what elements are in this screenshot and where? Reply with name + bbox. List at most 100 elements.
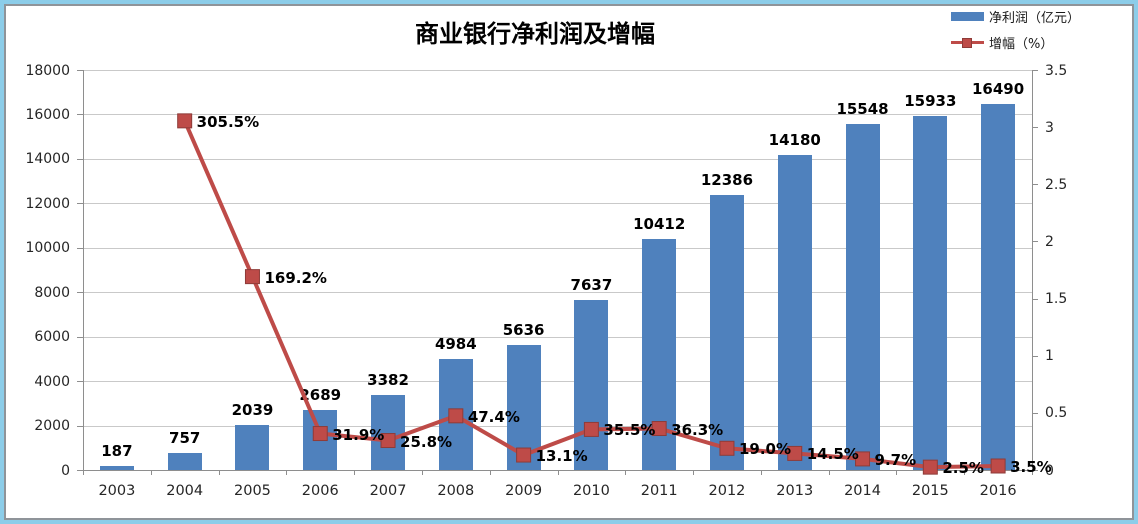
y2-axis-tick xyxy=(1032,355,1038,357)
y2-axis-label: 3 xyxy=(1045,119,1054,136)
y-axis-label: 16000 xyxy=(25,106,70,123)
bar-2016 xyxy=(981,103,1016,470)
y-axis-label: 4000 xyxy=(34,373,70,390)
x-axis-tick xyxy=(625,470,627,475)
y2-axis-line xyxy=(1032,70,1033,475)
x-axis-label: 2004 xyxy=(166,483,204,499)
x-axis-label: 2005 xyxy=(234,483,271,499)
y2-axis-label: 2 xyxy=(1045,233,1054,250)
line-value-label: 47.4% xyxy=(467,407,520,426)
y2-axis-tick xyxy=(1032,298,1038,300)
line-marker-2012 xyxy=(719,440,735,456)
x-axis-tick xyxy=(421,470,423,475)
y2-axis-label: 2.5 xyxy=(1045,176,1068,193)
line-value-label: 14.5% xyxy=(806,445,859,464)
y-axis-label: 12000 xyxy=(25,195,70,212)
legend-item-growth[interactable]: 增幅（%） xyxy=(950,34,1080,52)
legend-item-net-profit[interactable]: 净利润（亿元） xyxy=(950,8,1080,26)
y-axis-tick xyxy=(77,247,83,249)
line-value-label: 169.2% xyxy=(264,268,327,287)
x-axis-tick xyxy=(760,470,762,475)
x-axis-label: 2008 xyxy=(437,483,475,499)
line-marker-2008 xyxy=(448,408,464,424)
x-axis-tick xyxy=(557,470,559,475)
bar-value-label: 14180 xyxy=(768,130,821,149)
x-axis-label: 2013 xyxy=(776,483,814,499)
y-axis-tick xyxy=(77,381,83,383)
line-marker-2016 xyxy=(990,458,1006,474)
gridline xyxy=(83,203,1032,205)
gridline xyxy=(83,70,1032,71)
bar-2007 xyxy=(371,394,406,470)
line-marker-2006 xyxy=(312,426,328,442)
line-value-label: 19.0% xyxy=(738,440,791,459)
y-axis-tick xyxy=(77,203,83,205)
chart-title: 商业银行净利润及增幅 xyxy=(415,19,655,48)
gridline xyxy=(83,247,1032,249)
x-axis-label: 2006 xyxy=(301,483,339,499)
y2-axis-label: 0.5 xyxy=(1045,405,1068,422)
line-value-label: 31.9% xyxy=(332,425,385,444)
bar-value-label: 4984 xyxy=(434,335,477,354)
gridline xyxy=(83,336,1032,338)
bar-2015 xyxy=(913,115,948,470)
x-axis-tick xyxy=(693,470,695,475)
legend-label-growth: 增幅（%） xyxy=(988,37,1054,52)
bar-2014 xyxy=(845,124,880,470)
y-axis-label: 8000 xyxy=(34,284,70,301)
x-axis-tick xyxy=(83,470,84,475)
x-axis-label: 2009 xyxy=(505,483,543,499)
x-axis-label: 2007 xyxy=(369,483,407,499)
line-value-label: 36.3% xyxy=(671,420,724,439)
bar-value-label: 3382 xyxy=(367,370,409,389)
bar-value-label: 15548 xyxy=(836,100,889,119)
y-axis-tick xyxy=(77,292,83,294)
gridline xyxy=(83,114,1032,116)
bar-value-label: 12386 xyxy=(700,170,754,189)
x-axis-tick xyxy=(828,470,830,475)
bar-value-label: 757 xyxy=(169,429,201,448)
gridline xyxy=(83,425,1032,427)
line-value-label: 2.5% xyxy=(942,459,984,478)
line-marker-2007 xyxy=(380,433,396,449)
bar-value-label: 2689 xyxy=(299,386,342,405)
bar-2012 xyxy=(709,194,744,470)
gridline xyxy=(83,381,1032,383)
x-axis-tick xyxy=(896,470,898,475)
y2-axis-label: 0 xyxy=(1045,462,1054,479)
x-axis-label: 2003 xyxy=(98,483,136,499)
bar-value-label: 2039 xyxy=(231,400,274,419)
x-axis-tick xyxy=(354,470,356,475)
bar-2005 xyxy=(235,424,270,470)
y-axis-tick xyxy=(77,158,83,160)
line-series-swatch-icon xyxy=(950,38,984,48)
bar-value-label: 7637 xyxy=(570,276,613,295)
bar-2004 xyxy=(167,453,202,470)
y2-axis-tick xyxy=(1032,470,1038,471)
line-value-label: 13.1% xyxy=(535,447,588,466)
y-axis-tick xyxy=(77,336,83,338)
y-axis-tick xyxy=(77,70,83,71)
line-marker-2005 xyxy=(244,269,260,285)
x-axis-tick xyxy=(286,470,288,475)
gridline xyxy=(83,158,1032,160)
line-value-label: 9.7% xyxy=(874,450,917,469)
x-axis-label: 2015 xyxy=(911,483,949,499)
x-axis-label: 2016 xyxy=(979,483,1017,499)
line-marker-2004 xyxy=(177,113,193,129)
legend-label-net-profit: 净利润（亿元） xyxy=(988,11,1080,26)
y2-axis-tick xyxy=(1032,127,1038,129)
x-axis-tick xyxy=(218,470,220,475)
x-axis-label: 2012 xyxy=(708,483,746,499)
bar-value-label: 187 xyxy=(101,441,133,460)
line-marker-2014 xyxy=(855,451,871,467)
y2-axis-tick xyxy=(1032,184,1038,186)
x-axis-tick xyxy=(489,470,491,475)
x-axis-tick xyxy=(150,470,152,475)
bar-value-label: 10412 xyxy=(633,214,686,233)
line-marker-2013 xyxy=(787,445,803,461)
y2-axis-tick xyxy=(1032,412,1038,414)
